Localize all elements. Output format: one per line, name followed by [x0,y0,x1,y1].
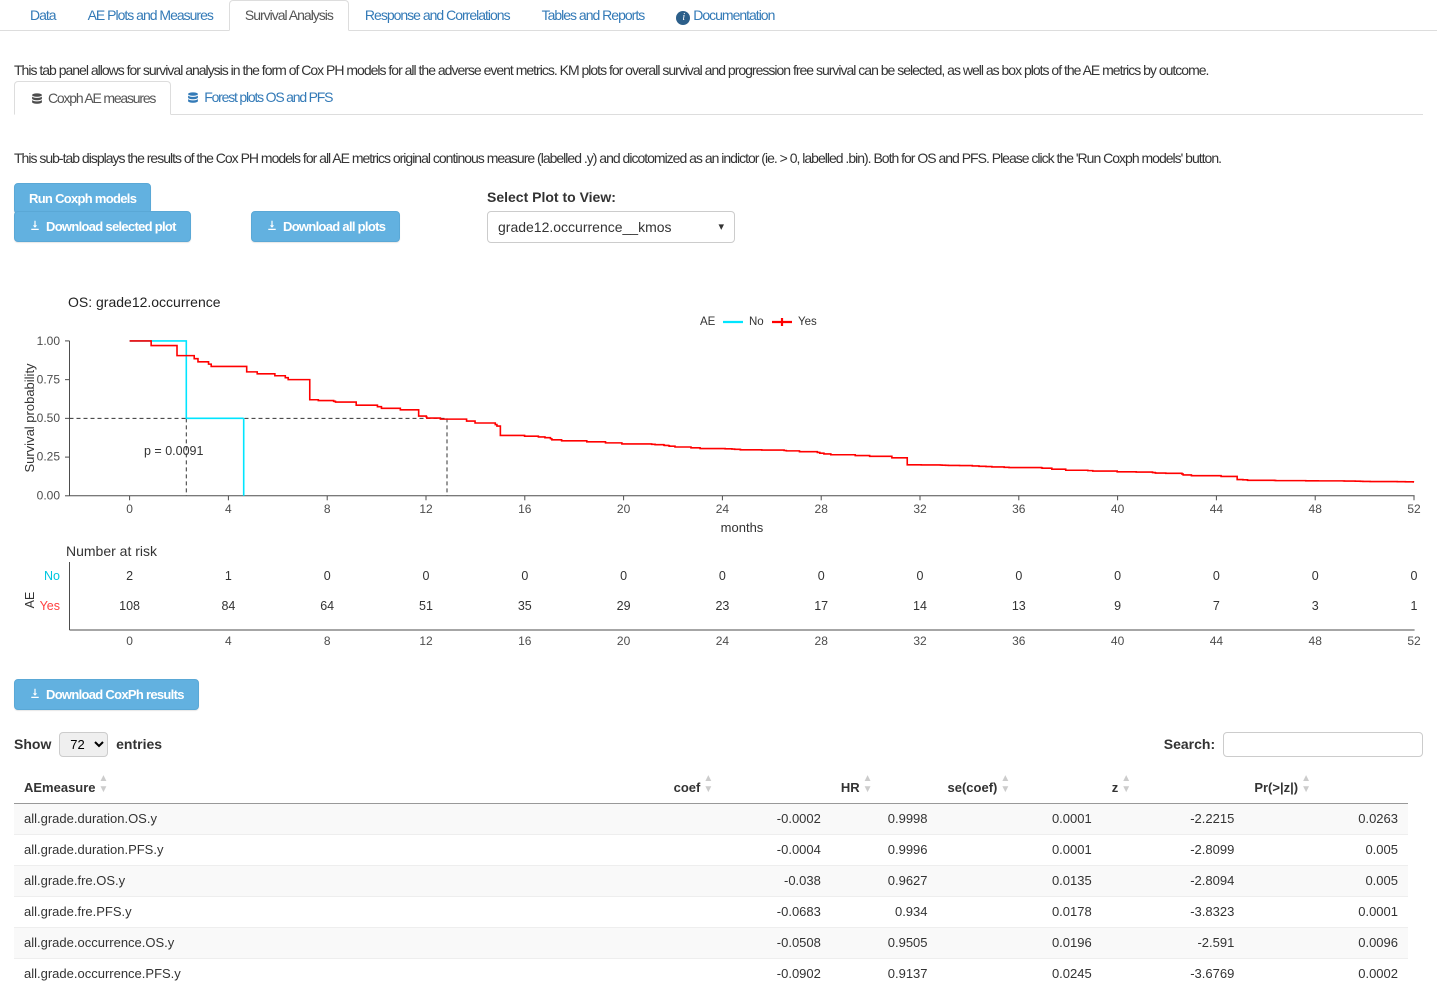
svg-text:52: 52 [1407,502,1421,516]
svg-text:44: 44 [1210,634,1224,647]
svg-text:No: No [44,569,60,583]
svg-text:23: 23 [715,599,729,613]
svg-text:8: 8 [324,502,331,516]
svg-text:AE: AE [700,316,716,328]
svg-text:0.00: 0.00 [37,488,61,502]
svg-text:17: 17 [814,599,828,613]
svg-text:Survival probability: Survival probability [22,363,37,473]
svg-text:0: 0 [126,502,133,516]
svg-text:52: 52 [1407,634,1421,647]
svg-text:0: 0 [126,634,133,647]
svg-text:20: 20 [617,634,631,647]
svg-text:2: 2 [126,569,133,583]
svg-text:28: 28 [815,634,829,647]
svg-text:108: 108 [119,599,140,613]
svg-text:0.50: 0.50 [37,411,61,425]
svg-text:16: 16 [518,502,532,516]
svg-text:7: 7 [1213,599,1220,613]
svg-text:4: 4 [225,502,232,516]
svg-text:36: 36 [1012,502,1026,516]
svg-text:No: No [749,316,764,328]
svg-text:0.75: 0.75 [37,372,61,386]
svg-text:35: 35 [518,599,532,613]
svg-text:48: 48 [1309,502,1323,516]
svg-text:48: 48 [1309,634,1323,647]
svg-text:28: 28 [815,502,829,516]
svg-text:0: 0 [521,569,528,583]
svg-text:12: 12 [419,634,433,647]
svg-text:0: 0 [917,569,924,583]
svg-text:12: 12 [419,502,433,516]
svg-text:0: 0 [1312,569,1319,583]
svg-text:0: 0 [1114,569,1121,583]
svg-text:13: 13 [1012,599,1026,613]
svg-text:14: 14 [913,599,927,613]
svg-text:0: 0 [620,569,627,583]
svg-text:0: 0 [423,569,430,583]
svg-text:9: 9 [1114,599,1121,613]
svg-text:24: 24 [716,502,730,516]
svg-text:0.25: 0.25 [37,449,61,463]
svg-text:p = 0.0091: p = 0.0091 [144,444,203,458]
svg-text:64: 64 [320,599,334,613]
svg-text:84: 84 [221,599,235,613]
svg-text:51: 51 [419,599,433,613]
svg-text:44: 44 [1210,502,1224,516]
svg-text:0: 0 [1213,569,1220,583]
svg-text:0: 0 [818,569,825,583]
svg-text:32: 32 [913,634,927,647]
svg-text:0: 0 [1015,569,1022,583]
svg-text:36: 36 [1012,634,1026,647]
svg-text:0: 0 [1411,569,1418,583]
svg-text:0: 0 [719,569,726,583]
svg-text:Yes: Yes [40,599,60,613]
svg-text:32: 32 [913,502,927,516]
svg-text:Number at risk: Number at risk [66,543,158,559]
svg-text:1: 1 [225,569,232,583]
svg-text:months: months [721,520,764,535]
svg-text:1.00: 1.00 [37,334,61,348]
svg-text:24: 24 [716,634,730,647]
svg-text:40: 40 [1111,502,1125,516]
svg-text:40: 40 [1111,634,1125,647]
svg-text:3: 3 [1312,599,1319,613]
svg-text:0: 0 [324,569,331,583]
svg-text:AE: AE [23,591,37,608]
svg-text:Yes: Yes [798,316,817,328]
svg-text:29: 29 [617,599,631,613]
svg-text:20: 20 [617,502,631,516]
svg-text:4: 4 [225,634,232,647]
svg-text:1: 1 [1411,599,1418,613]
svg-text:8: 8 [324,634,331,647]
svg-text:16: 16 [518,634,532,647]
